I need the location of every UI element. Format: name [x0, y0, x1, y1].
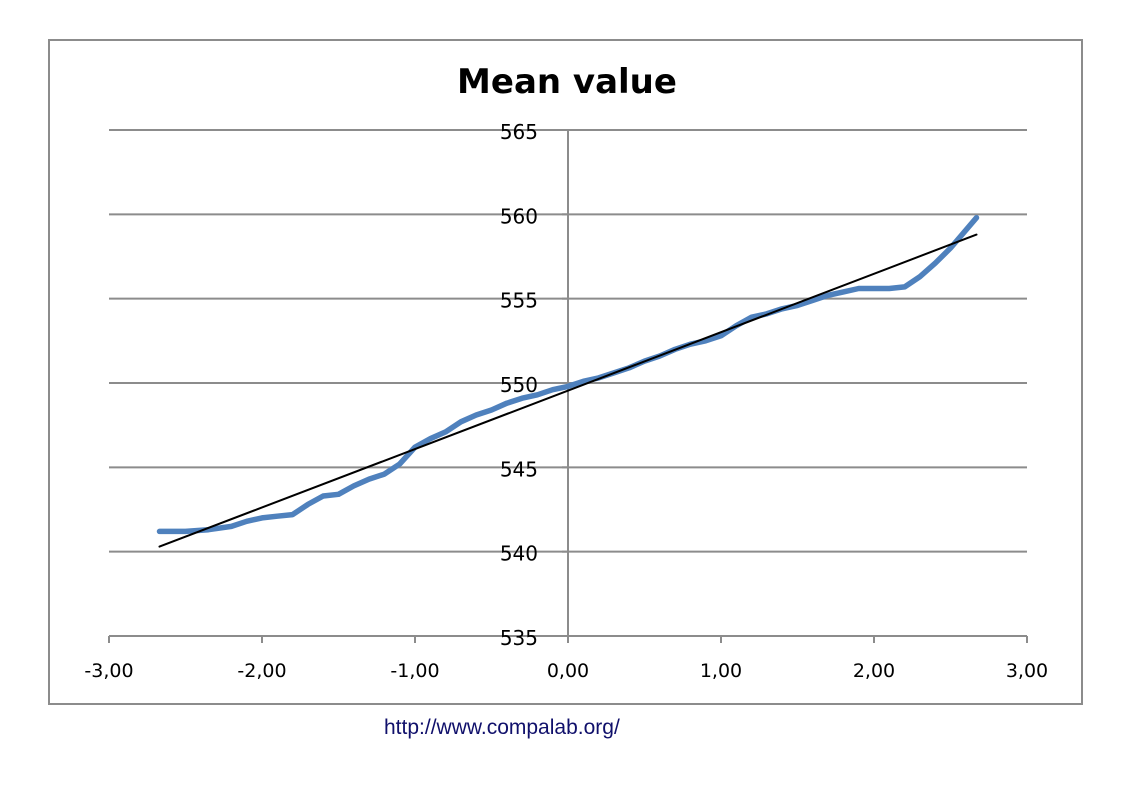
series-line-trend — [158, 233, 978, 548]
x-tick-label: 2,00 — [853, 660, 895, 682]
chart-title: Mean value — [457, 62, 677, 102]
x-tick-label: -3,00 — [84, 660, 133, 682]
x-tick-label: 3,00 — [1006, 660, 1048, 682]
y-tick-label: 540 — [500, 542, 538, 566]
y-tick-label: 535 — [500, 626, 538, 650]
x-tick-label: 0,00 — [547, 660, 589, 682]
y-tick-labels: 535 540 545 550 555 560 565 — [500, 120, 538, 650]
source-link[interactable]: http://www.compalab.org/ — [384, 716, 620, 739]
series-line-mean — [156, 214, 980, 535]
x-tick-labels: -3,00 -2,00 -1,00 0,00 1,00 2,00 3,00 — [84, 660, 1048, 682]
series-layer — [156, 214, 980, 548]
axes — [108, 129, 1028, 643]
y-tick-label: 545 — [500, 457, 538, 481]
y-tick-label: 565 — [500, 120, 538, 144]
chart: Mean value 535 540 545 550 555 560 565 -3,00 -2… — [84, 62, 1048, 682]
x-tick-label: -2,00 — [237, 660, 286, 682]
y-tick-label: 560 — [500, 204, 538, 228]
y-tick-label: 550 — [500, 373, 538, 397]
x-tick-label: -1,00 — [390, 660, 439, 682]
y-tick-label: 555 — [500, 289, 538, 313]
chart-frame: Mean value 535 540 545 550 555 560 565 -3,00 -2… — [48, 39, 1083, 705]
x-tick-label: 1,00 — [700, 660, 742, 682]
